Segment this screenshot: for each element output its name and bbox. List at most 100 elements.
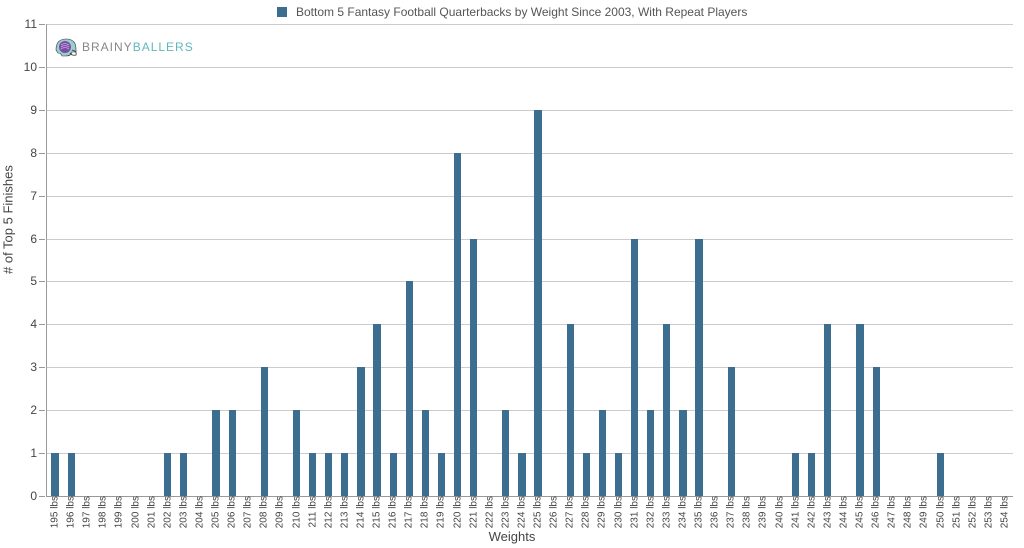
y-tick-label: 3 bbox=[30, 360, 37, 374]
bar bbox=[856, 324, 863, 496]
bar bbox=[261, 367, 268, 496]
y-tick-label: 4 bbox=[30, 317, 37, 331]
x-tick-label: 244 lbs bbox=[838, 496, 849, 528]
x-tick-label: 236 lbs bbox=[710, 496, 721, 528]
bar bbox=[631, 239, 638, 496]
x-tick-label: 207 lbs bbox=[243, 496, 254, 528]
bar bbox=[792, 453, 799, 496]
x-tick-label: 200 lbs bbox=[130, 496, 141, 528]
x-tick-label: 243 lbs bbox=[822, 496, 833, 528]
bar bbox=[583, 453, 590, 496]
plot-area: 01234567891011195 lbs196 lbs197 lbs198 l… bbox=[46, 24, 1013, 497]
x-tick-label: 220 lbs bbox=[452, 496, 463, 528]
grid-line bbox=[47, 239, 1013, 240]
x-tick-label: 254 lbs bbox=[999, 496, 1010, 528]
x-tick-label: 202 lbs bbox=[162, 496, 173, 528]
x-tick-label: 226 lbs bbox=[549, 496, 560, 528]
y-tick bbox=[39, 410, 45, 411]
y-tick bbox=[39, 281, 45, 282]
x-tick-label: 248 lbs bbox=[903, 496, 914, 528]
bar bbox=[663, 324, 670, 496]
x-tick-label: 240 lbs bbox=[774, 496, 785, 528]
y-tick bbox=[39, 324, 45, 325]
x-tick-label: 205 lbs bbox=[211, 496, 222, 528]
x-tick-label: 201 lbs bbox=[146, 496, 157, 528]
bar bbox=[534, 110, 541, 496]
y-tick bbox=[39, 496, 45, 497]
grid-line bbox=[47, 324, 1013, 325]
x-tick-label: 208 lbs bbox=[259, 496, 270, 528]
bar bbox=[808, 453, 815, 496]
x-tick-label: 250 lbs bbox=[935, 496, 946, 528]
grid-line bbox=[47, 153, 1013, 154]
x-tick-label: 219 lbs bbox=[436, 496, 447, 528]
chart-container: Bottom 5 Fantasy Football Quarterbacks b… bbox=[0, 0, 1024, 548]
y-tick-label: 10 bbox=[24, 60, 37, 74]
bar bbox=[68, 453, 75, 496]
x-tick-label: 195 lbs bbox=[50, 496, 61, 528]
x-tick-label: 215 lbs bbox=[372, 496, 383, 528]
y-tick bbox=[39, 239, 45, 240]
x-tick-label: 224 lbs bbox=[516, 496, 527, 528]
x-tick-label: 197 lbs bbox=[82, 496, 93, 528]
bar bbox=[567, 324, 574, 496]
bar bbox=[647, 410, 654, 496]
bar bbox=[406, 281, 413, 496]
y-tick-label: 6 bbox=[30, 232, 37, 246]
bar bbox=[695, 239, 702, 496]
x-tick-label: 241 lbs bbox=[790, 496, 801, 528]
bar bbox=[341, 453, 348, 496]
y-tick-label: 11 bbox=[25, 17, 37, 31]
x-tick-label: 228 lbs bbox=[581, 496, 592, 528]
x-tick-label: 252 lbs bbox=[967, 496, 978, 528]
x-tick-label: 211 lbs bbox=[307, 496, 318, 528]
bar bbox=[164, 453, 171, 496]
x-tick-label: 253 lbs bbox=[983, 496, 994, 528]
bar bbox=[937, 453, 944, 496]
grid-line bbox=[47, 367, 1013, 368]
x-tick-label: 210 lbs bbox=[291, 496, 302, 528]
x-tick-label: 209 lbs bbox=[275, 496, 286, 528]
y-tick-label: 0 bbox=[30, 489, 37, 503]
x-tick-label: 217 lbs bbox=[404, 496, 415, 528]
x-tick-label: 222 lbs bbox=[484, 496, 495, 528]
bar bbox=[212, 410, 219, 496]
x-tick-label: 246 lbs bbox=[871, 496, 882, 528]
bar bbox=[728, 367, 735, 496]
grid-line bbox=[47, 110, 1013, 111]
x-tick-label: 213 lbs bbox=[339, 496, 350, 528]
bar bbox=[615, 453, 622, 496]
bar bbox=[293, 410, 300, 496]
grid-line bbox=[47, 24, 1013, 25]
bar bbox=[325, 453, 332, 496]
y-tick-label: 2 bbox=[30, 403, 37, 417]
x-tick-label: 225 lbs bbox=[533, 496, 544, 528]
x-tick-label: 247 lbs bbox=[887, 496, 898, 528]
bar bbox=[438, 453, 445, 496]
bar bbox=[873, 367, 880, 496]
x-tick-label: 237 lbs bbox=[726, 496, 737, 528]
x-tick-label: 238 lbs bbox=[742, 496, 753, 528]
x-tick-label: 233 lbs bbox=[661, 496, 672, 528]
chart-title: Bottom 5 Fantasy Football Quarterbacks b… bbox=[296, 5, 747, 19]
y-tick bbox=[39, 453, 45, 454]
x-tick-label: 239 lbs bbox=[758, 496, 769, 528]
y-tick-label: 1 bbox=[30, 446, 37, 460]
y-tick-label: 7 bbox=[30, 189, 37, 203]
x-tick-label: 198 lbs bbox=[98, 496, 109, 528]
grid-line bbox=[47, 67, 1013, 68]
grid-line bbox=[47, 410, 1013, 411]
x-tick-label: 249 lbs bbox=[919, 496, 930, 528]
x-tick-label: 206 lbs bbox=[227, 496, 238, 528]
x-tick-label: 242 lbs bbox=[806, 496, 817, 528]
x-tick-label: 231 lbs bbox=[629, 496, 640, 528]
y-tick bbox=[39, 367, 45, 368]
bar bbox=[679, 410, 686, 496]
y-tick bbox=[39, 110, 45, 111]
bar bbox=[390, 453, 397, 496]
x-tick-label: 196 lbs bbox=[66, 496, 77, 528]
x-tick-label: 230 lbs bbox=[613, 496, 624, 528]
y-tick-label: 5 bbox=[30, 274, 37, 288]
chart-legend: Bottom 5 Fantasy Football Quarterbacks b… bbox=[0, 4, 1024, 19]
grid-line bbox=[47, 453, 1013, 454]
